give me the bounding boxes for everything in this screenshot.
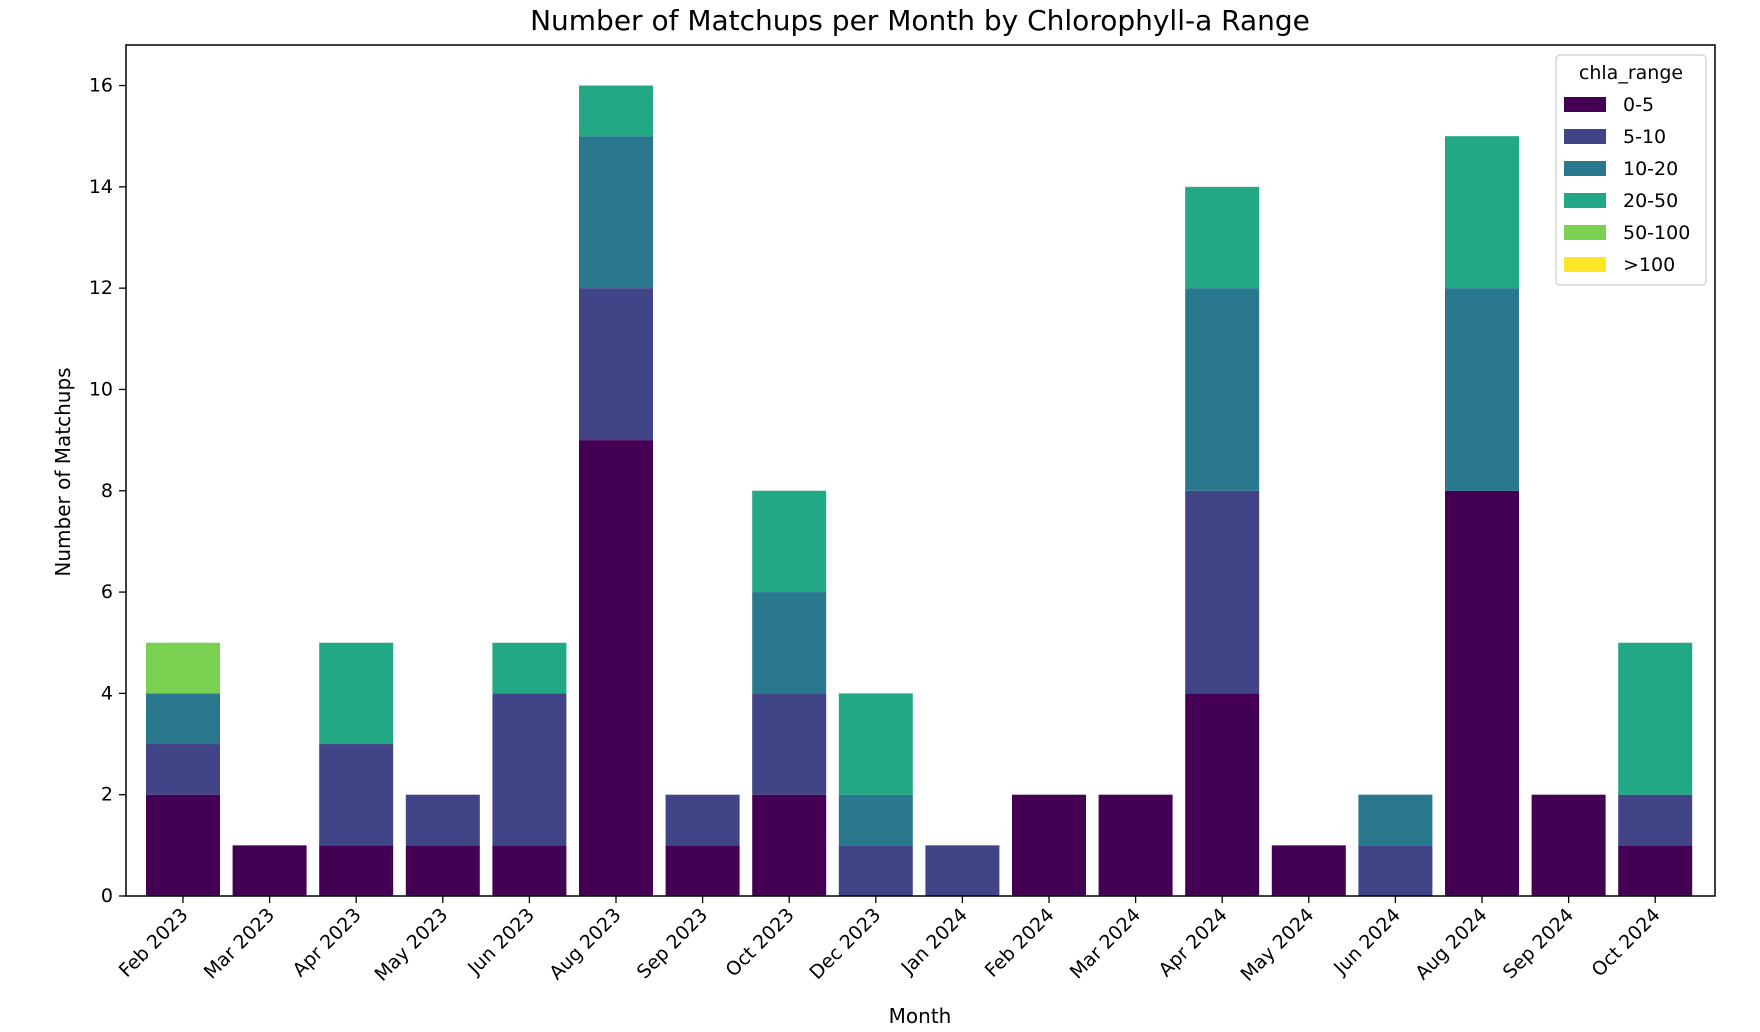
bar-segment xyxy=(1618,845,1693,896)
legend-label: 50-100 xyxy=(1623,222,1690,244)
x-tick-label: Jan 2024 xyxy=(896,904,971,979)
bar-segment xyxy=(838,693,913,795)
y-tick-label: 8 xyxy=(101,480,113,502)
legend-swatch xyxy=(1564,97,1606,112)
bar-segment xyxy=(1185,490,1260,694)
x-tick-label: Jun 2024 xyxy=(1329,904,1405,980)
x-tick-label: Aug 2024 xyxy=(1411,904,1491,984)
y-tick-label: 14 xyxy=(89,176,113,198)
bar-segment xyxy=(752,592,827,694)
x-tick-label: May 2024 xyxy=(1237,904,1319,986)
bar-segment xyxy=(492,845,567,896)
bar-segment xyxy=(925,845,1000,896)
x-tick-label: Oct 2023 xyxy=(721,904,798,981)
bar-segment xyxy=(1445,136,1519,289)
x-tick-label: Mar 2023 xyxy=(200,904,279,983)
x-axis-label: Month xyxy=(889,1004,952,1028)
bar-segment xyxy=(1358,845,1433,896)
legend-swatch xyxy=(1564,257,1606,272)
bar-segment xyxy=(1445,490,1519,896)
legend-title: chla_range xyxy=(1579,62,1683,84)
bar-segment xyxy=(752,794,827,896)
bar-segment xyxy=(492,642,567,694)
bar-segment xyxy=(319,642,394,745)
bar-segment xyxy=(1271,845,1346,896)
bar-segment xyxy=(1185,288,1260,491)
y-tick-label: 2 xyxy=(101,784,113,806)
legend-swatch xyxy=(1564,161,1606,176)
legend-label: 10-20 xyxy=(1623,158,1678,180)
bar-segment xyxy=(1618,642,1693,795)
x-tick-label: May 2023 xyxy=(371,904,453,986)
x-tick-label: Jun 2023 xyxy=(463,904,539,980)
bar-segment xyxy=(1618,794,1693,846)
bar-segment xyxy=(579,440,653,896)
y-tick-label: 16 xyxy=(89,75,113,97)
bar-segment xyxy=(405,794,480,846)
legend-swatch xyxy=(1564,193,1606,208)
x-axis: Feb 2023 Mar 2023 Apr 2023 May 2023 Jun 2023… xyxy=(115,896,1665,986)
y-axis: 0 2 4 6 8 10 12 14 16 xyxy=(89,75,126,907)
chart-title: Number of Matchups per Month by Chloroph… xyxy=(530,4,1310,37)
bar-segment xyxy=(1185,186,1260,289)
bar-segment xyxy=(319,744,394,846)
x-tick-label: Feb 2023 xyxy=(115,904,193,982)
bar-segment xyxy=(1098,794,1173,896)
bar-segment xyxy=(579,136,653,289)
bar-segment xyxy=(232,845,307,896)
bar-segment xyxy=(1185,693,1260,896)
bar-segment xyxy=(146,794,220,896)
bar-segment xyxy=(319,845,394,896)
legend-swatch xyxy=(1564,225,1606,240)
bar-segment xyxy=(1531,794,1606,896)
bar-segment xyxy=(579,85,653,137)
x-tick-label: Feb 2024 xyxy=(981,904,1059,982)
bar-segment xyxy=(838,845,913,896)
x-tick-label: Aug 2023 xyxy=(545,904,625,984)
legend: chla_range 0-5 5-10 10-20 20-50 50-100 >100 xyxy=(1555,54,1707,286)
y-axis-label: Number of Matchups xyxy=(51,367,75,576)
bar-segment xyxy=(146,693,220,745)
bar-segment xyxy=(146,744,220,795)
y-tick-label: 10 xyxy=(89,378,113,400)
bar-segment xyxy=(1012,794,1086,896)
legend-label: 5-10 xyxy=(1623,126,1666,148)
plot-frame xyxy=(125,44,1716,897)
bar-segment xyxy=(405,845,480,896)
bars-layer xyxy=(146,85,1693,896)
y-tick-label: 0 xyxy=(101,885,113,907)
x-tick-label: Apr 2023 xyxy=(288,904,365,981)
bar-segment xyxy=(579,288,653,441)
bar-segment xyxy=(146,642,220,694)
legend-label: 0-5 xyxy=(1623,94,1654,116)
bar-segment xyxy=(665,794,740,846)
legend-label: 20-50 xyxy=(1623,190,1678,212)
bar-segment xyxy=(1445,288,1519,491)
bar-segment xyxy=(665,845,740,896)
x-tick-label: Sep 2024 xyxy=(1499,904,1578,983)
y-tick-label: 12 xyxy=(89,277,113,299)
bar-segment xyxy=(838,794,913,846)
y-tick-label: 4 xyxy=(101,682,113,704)
x-tick-label: Sep 2023 xyxy=(633,904,712,983)
bar-segment xyxy=(752,490,827,593)
bar-segment xyxy=(752,693,827,795)
x-tick-label: Apr 2024 xyxy=(1154,904,1231,981)
legend-swatch xyxy=(1564,129,1606,144)
x-tick-label: Mar 2024 xyxy=(1066,904,1145,983)
bar-segment xyxy=(1358,794,1433,846)
bar-segment xyxy=(492,693,567,846)
y-tick-label: 6 xyxy=(101,581,113,603)
legend-label: >100 xyxy=(1623,254,1675,276)
x-tick-label: Oct 2024 xyxy=(1587,904,1664,981)
x-tick-label: Dec 2023 xyxy=(805,904,885,984)
